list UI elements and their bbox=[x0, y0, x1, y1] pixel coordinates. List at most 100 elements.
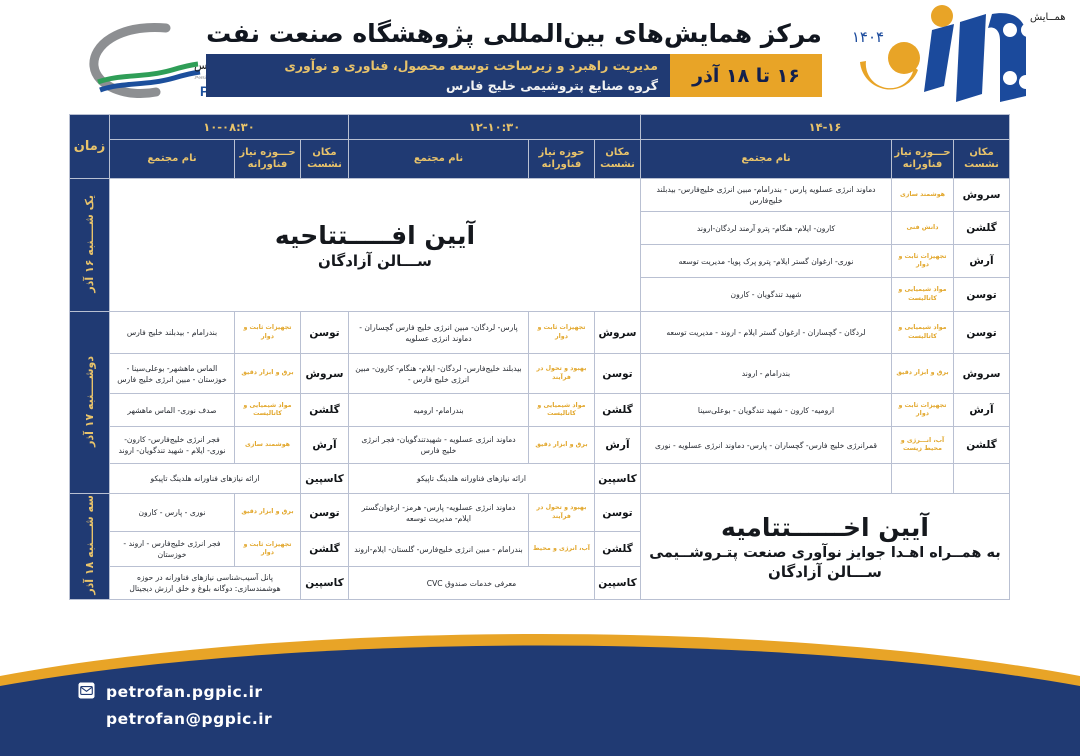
opening-ceremony-title: آیین افـــــتتاحیه bbox=[274, 220, 476, 250]
majma-cell: ارومیه- کارون - شهید تندگویان - بوعلی‌سی… bbox=[639, 393, 893, 427]
pgpic-logo: شرکت صنایع پتروشیمی خلیج فارس Persian Gu… bbox=[78, 16, 358, 108]
majma-cell: پانل آسیب‌شناسی نیازهای فناورانه در حوزه… bbox=[108, 566, 301, 600]
col-majma-14: نام مجتمع bbox=[639, 139, 893, 179]
makan-cell: کاسپین bbox=[299, 566, 349, 600]
schedule-table: ۱۴-۱۶ ۱۲-۱۰:۳۰ ۱۰-۰۸:۳۰ زمان مکان نشست ح… bbox=[68, 114, 1011, 600]
time-column-header: زمان bbox=[68, 114, 110, 179]
col-makan-14: مکان نشست bbox=[953, 139, 1010, 179]
table-row: آرش تجهیزات ثابت و دوار ارومیه- کارون - … bbox=[69, 393, 1010, 427]
hoze-cell: برق و ابزار دقیق bbox=[891, 353, 954, 394]
majma-cell: قمرانرژی خلیج فارس- گچساران - پارس- دماو… bbox=[639, 426, 893, 464]
svg-text:شرکت صنایع پتروشیمی خلیج فارس: شرکت صنایع پتروشیمی خلیج فارس bbox=[194, 59, 206, 72]
header-subbar: ۱۶ تا ۱۸ آذر مدیریت راهبرد و زیرساخت توس… bbox=[206, 54, 822, 98]
majma-cell: الماس ماهشهر- بوعلی‌سینا - خوزستان - مبی… bbox=[108, 353, 235, 394]
col-makan-12: مکان نشست bbox=[593, 139, 641, 179]
col-makan-10: مکان نشست bbox=[299, 139, 349, 179]
majma-cell: بندرامام - اروند bbox=[639, 353, 893, 394]
website-text: petrofan.pgpic.ir bbox=[106, 682, 263, 701]
closing-ceremony-note: به همــراه اهـدا جوایز نوآوری صنعت پتـرو… bbox=[649, 544, 1001, 561]
page-title: مرکز همایش‌های بین‌المللی پژوهشگاه صنعت … bbox=[206, 19, 822, 48]
hoze-cell: برق و ابزار دقیق bbox=[233, 353, 301, 394]
makan-cell: کاسپین bbox=[299, 463, 349, 494]
table-row: کاسپین ارائه نیازهای فناورانه هلدینگ تاپ… bbox=[69, 463, 1010, 494]
opening-ceremony-hall: ســـالن آزادگان bbox=[318, 251, 432, 270]
hoze-cell: هوشمند سازی bbox=[891, 178, 954, 212]
majma-cell: فجر انرژی خلیج‌فارس - اروند - خوزستان bbox=[108, 531, 235, 567]
svg-text:۱۴۰۴: ۱۴۰۴ bbox=[852, 28, 884, 46]
table-row: توسن مواد شیمیایی و کاتالیست لردگان - گچ… bbox=[68, 311, 1010, 494]
opening-ceremony-cell: آیین افـــــتتاحیه ســـالن آزادگان bbox=[108, 178, 641, 312]
makan-cell: گلشن bbox=[953, 426, 1010, 464]
session-time-14-16: ۱۴-۱۶ bbox=[639, 114, 1011, 140]
makan-cell: توسن bbox=[953, 311, 1010, 354]
majma-cell: ارائه نیازهای فناورانه هلدینگ تاپیکو bbox=[108, 463, 301, 494]
table-header-times: ۱۴-۱۶ ۱۲-۱۰:۳۰ ۱۰-۰۸:۳۰ زمان bbox=[68, 114, 1011, 179]
hoze-cell: آب، انـــرژی و محیط زیست bbox=[891, 426, 954, 464]
email-row[interactable]: petrofan@pgpic.ir bbox=[78, 682, 273, 728]
day-label-text: یک شــــنبه ۱۶ آذر bbox=[82, 194, 96, 293]
majma-cell: نوری- ارغوان گستر ایلام- پترو پرک پویا- … bbox=[639, 244, 893, 278]
contact-info: petrofan.pgpic.ir petrofan@pgpic.ir bbox=[78, 682, 272, 736]
majma-cell: نوری - پارس - کارون bbox=[108, 493, 235, 532]
header-center: مرکز همایش‌های بین‌المللی پژوهشگاه صنعت … bbox=[206, 18, 822, 98]
majma-cell: معرفی خدمات صندوق CVC bbox=[347, 566, 595, 600]
makan-cell: سروش bbox=[593, 311, 641, 354]
makan-cell: آرش bbox=[593, 426, 641, 464]
majma-cell: دماوند انرژی عسلویه پارس - بندرامام- مبی… bbox=[639, 178, 893, 212]
website-row[interactable]: petrofan.pgpic.ir bbox=[78, 682, 272, 701]
makan-cell: گلشن bbox=[299, 393, 349, 427]
empty-cell bbox=[891, 463, 954, 494]
majma-cell: بندرامام - بیدبلند خلیج فارس bbox=[108, 311, 235, 354]
day-label-1: یک شــــنبه ۱۶ آذر bbox=[68, 178, 110, 312]
majma-cell: بندرامام- ارومیه bbox=[347, 393, 529, 427]
col-majma-10: نام مجتمع bbox=[108, 139, 235, 179]
makan-cell: آرش bbox=[953, 393, 1010, 427]
majma-cell: دماوند انرژی عسلویه- پارس- هرمز- ارغوان‌… bbox=[347, 493, 529, 532]
majma-cell: بیدبلند خلیج‌فارس- لردگان- ایلام- هنگام-… bbox=[347, 353, 529, 394]
schedule-table-wrap: ۱۴-۱۶ ۱۲-۱۰:۳۰ ۱۰-۰۸:۳۰ زمان مکان نشست ح… bbox=[68, 114, 1011, 600]
empty-cell bbox=[953, 463, 1010, 494]
day-label-text: دوشــــنبه ۱۷ آذر bbox=[82, 355, 96, 447]
session-time-10-0830: ۱۰-۰۸:۳۰ bbox=[108, 114, 349, 140]
makan-cell: سروش bbox=[953, 353, 1010, 394]
day-label-text: سه شــــنبه ۱۸ آذر bbox=[82, 495, 96, 595]
hoze-cell: تجهیزات ثابت و دوار bbox=[891, 244, 954, 278]
makan-cell: گلشن bbox=[593, 531, 641, 567]
closing-ceremony-title: آیین اخــــــتتامیه bbox=[721, 512, 929, 542]
table-row: توسن مواد شیمیایی و کاتالیست شهید تندگوی… bbox=[69, 277, 1010, 312]
closing-ceremony-cell: آیین اخــــــتتامیه به همــراه اهـدا جوا… bbox=[639, 493, 1011, 600]
hoze-cell: مواد شیمیایی و کاتالیست bbox=[891, 311, 954, 354]
majma-cell: شهید تندگویان - کارون bbox=[639, 277, 893, 312]
empty-cell bbox=[639, 463, 893, 494]
petrofan-logo: همــایش ۱۴۰۴ bbox=[820, 0, 1072, 112]
col-hoze-10: حـــوزه نیاز فناورانه bbox=[233, 139, 301, 179]
table-row: گلشن آب، انـــرژی و محیط زیست قمرانرژی خ… bbox=[69, 426, 1010, 464]
makan-cell: توسن bbox=[299, 493, 349, 532]
hoze-cell: مواد شیمیایی و کاتالیست bbox=[527, 393, 595, 427]
hoze-cell: مواد شیمیایی و کاتالیست bbox=[233, 393, 301, 427]
svg-text:Persian Gulf Petrochemical Ind: Persian Gulf Petrochemical Industries Co… bbox=[194, 75, 206, 80]
table-row: گلشن آب، انرژی و محیط بندرامام - مبین ان… bbox=[69, 531, 1009, 567]
hoze-cell: مواد شیمیایی و کاتالیست bbox=[891, 277, 954, 312]
footer-wave bbox=[0, 634, 1080, 756]
hoze-cell: تجهیزات ثابت و دوار bbox=[233, 531, 301, 567]
makan-cell: گلشن bbox=[593, 393, 641, 427]
makan-cell: کاسپین bbox=[593, 463, 641, 494]
poster-footer: petrofan.pgpic.ir petrofan@pgpic.ir bbox=[0, 630, 1080, 756]
table-row: سروش هوشمند سازی دماوند انرژی عسلویه پار… bbox=[68, 178, 1010, 312]
table-row: آیین اخــــــتتامیه به همــراه اهـدا جوا… bbox=[68, 493, 1011, 600]
makan-cell: گلشن bbox=[953, 211, 1010, 245]
hoze-cell: تجهیزات ثابت و دوار bbox=[233, 311, 301, 354]
col-hoze-14: حـــوزه نیاز فناورانه bbox=[891, 139, 954, 179]
col-hoze-12: حوزه نیاز فناورانه bbox=[527, 139, 595, 179]
hoze-cell: تجهیزات ثابت و دوار bbox=[527, 311, 595, 354]
session-time-12-1030: ۱۲-۱۰:۳۰ bbox=[347, 114, 641, 140]
email-text: petrofan@pgpic.ir bbox=[106, 709, 273, 728]
hoze-cell: برق و ابزار دقیق bbox=[527, 426, 595, 464]
makan-cell: سروش bbox=[299, 353, 349, 394]
svg-text:همــایش: همــایش bbox=[1030, 12, 1066, 23]
hoze-cell: بهبود و تحول در فرآیند bbox=[527, 353, 595, 394]
day-label-3: سه شــــنبه ۱۸ آذر bbox=[68, 493, 110, 600]
makan-cell: کاسپین bbox=[593, 566, 641, 600]
date-badge: ۱۶ تا ۱۸ آذر bbox=[670, 54, 822, 98]
